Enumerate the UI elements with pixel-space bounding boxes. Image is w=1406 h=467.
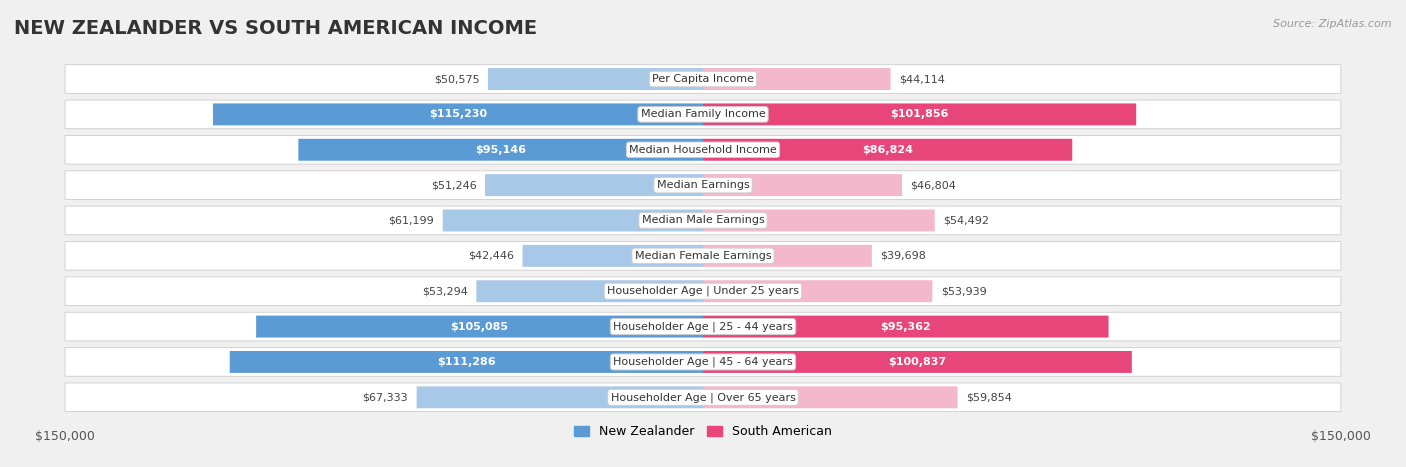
- Text: Median Earnings: Median Earnings: [657, 180, 749, 190]
- Text: $105,085: $105,085: [450, 322, 509, 332]
- FancyBboxPatch shape: [703, 316, 1108, 338]
- FancyBboxPatch shape: [65, 135, 1341, 164]
- Text: $95,362: $95,362: [880, 322, 931, 332]
- Text: NEW ZEALANDER VS SOUTH AMERICAN INCOME: NEW ZEALANDER VS SOUTH AMERICAN INCOME: [14, 19, 537, 38]
- Text: $39,698: $39,698: [880, 251, 927, 261]
- FancyBboxPatch shape: [703, 245, 872, 267]
- Text: Source: ZipAtlas.com: Source: ZipAtlas.com: [1274, 19, 1392, 28]
- Text: $101,856: $101,856: [890, 109, 949, 120]
- FancyBboxPatch shape: [65, 65, 1341, 93]
- Text: $42,446: $42,446: [468, 251, 515, 261]
- FancyBboxPatch shape: [65, 312, 1341, 341]
- Text: Median Family Income: Median Family Income: [641, 109, 765, 120]
- FancyBboxPatch shape: [416, 386, 703, 408]
- Text: $61,199: $61,199: [388, 215, 434, 226]
- FancyBboxPatch shape: [488, 68, 703, 90]
- FancyBboxPatch shape: [477, 280, 703, 302]
- FancyBboxPatch shape: [65, 171, 1341, 199]
- FancyBboxPatch shape: [703, 210, 935, 232]
- Text: $67,333: $67,333: [363, 392, 408, 402]
- FancyBboxPatch shape: [485, 174, 703, 196]
- FancyBboxPatch shape: [703, 351, 1132, 373]
- FancyBboxPatch shape: [703, 139, 1073, 161]
- FancyBboxPatch shape: [703, 103, 1136, 125]
- Text: $51,246: $51,246: [430, 180, 477, 190]
- FancyBboxPatch shape: [298, 139, 703, 161]
- FancyBboxPatch shape: [65, 206, 1341, 235]
- FancyBboxPatch shape: [523, 245, 703, 267]
- FancyBboxPatch shape: [65, 277, 1341, 305]
- Text: $50,575: $50,575: [434, 74, 479, 84]
- Text: Per Capita Income: Per Capita Income: [652, 74, 754, 84]
- Text: $115,230: $115,230: [429, 109, 486, 120]
- Text: $111,286: $111,286: [437, 357, 496, 367]
- Text: Householder Age | Over 65 years: Householder Age | Over 65 years: [610, 392, 796, 403]
- Text: Householder Age | Under 25 years: Householder Age | Under 25 years: [607, 286, 799, 297]
- Text: $53,294: $53,294: [422, 286, 468, 296]
- Text: $54,492: $54,492: [943, 215, 990, 226]
- FancyBboxPatch shape: [212, 103, 703, 125]
- Text: Householder Age | 25 - 44 years: Householder Age | 25 - 44 years: [613, 321, 793, 332]
- FancyBboxPatch shape: [65, 347, 1341, 376]
- FancyBboxPatch shape: [65, 383, 1341, 411]
- FancyBboxPatch shape: [443, 210, 703, 232]
- Text: $86,824: $86,824: [862, 145, 912, 155]
- Text: $95,146: $95,146: [475, 145, 526, 155]
- Text: $100,837: $100,837: [889, 357, 946, 367]
- FancyBboxPatch shape: [703, 386, 957, 408]
- Text: Householder Age | 45 - 64 years: Householder Age | 45 - 64 years: [613, 357, 793, 367]
- Text: Median Male Earnings: Median Male Earnings: [641, 215, 765, 226]
- FancyBboxPatch shape: [703, 174, 903, 196]
- Text: $53,939: $53,939: [941, 286, 987, 296]
- Text: Median Female Earnings: Median Female Earnings: [634, 251, 772, 261]
- Text: $59,854: $59,854: [966, 392, 1012, 402]
- FancyBboxPatch shape: [703, 280, 932, 302]
- Text: Median Household Income: Median Household Income: [628, 145, 778, 155]
- Legend: New Zealander, South American: New Zealander, South American: [569, 420, 837, 443]
- FancyBboxPatch shape: [703, 68, 890, 90]
- FancyBboxPatch shape: [65, 241, 1341, 270]
- FancyBboxPatch shape: [256, 316, 703, 338]
- FancyBboxPatch shape: [229, 351, 703, 373]
- FancyBboxPatch shape: [65, 100, 1341, 129]
- Text: $46,804: $46,804: [911, 180, 956, 190]
- Text: $44,114: $44,114: [898, 74, 945, 84]
